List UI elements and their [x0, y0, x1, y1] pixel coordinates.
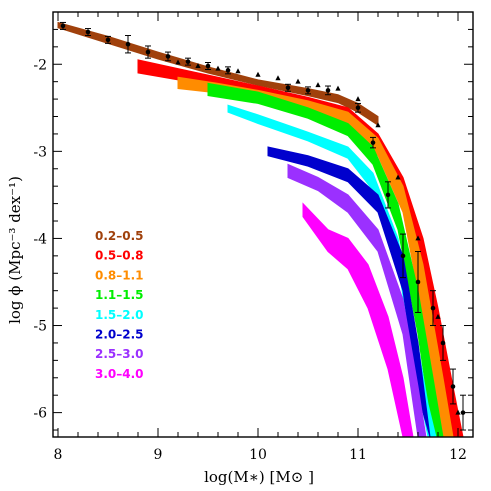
triangle-point: [435, 313, 441, 319]
x-tick-label: 11: [349, 447, 367, 463]
data-point: [145, 49, 151, 55]
data-point: [125, 41, 131, 47]
legend-item-5: 2.0–2.5: [95, 328, 144, 342]
triangle-point: [415, 235, 421, 241]
triangle-points: [175, 59, 461, 415]
triangle-point: [375, 122, 381, 128]
triangle-point: [235, 68, 241, 74]
y-tick-label: -3: [33, 144, 47, 160]
data-point: [305, 88, 311, 93]
legend-item-0: 0.2–0.5: [95, 229, 144, 243]
data-point: [440, 340, 446, 346]
y-tick-label: -4: [33, 231, 47, 247]
legend-item-7: 3.0–4.0: [95, 367, 144, 381]
x-axis-ticks: 8 9 10 11 12: [54, 12, 467, 463]
legend: 0.2–0.5 0.5–0.8 0.8–1.1 1.1–1.5 1.5–2.0 2.0–2…: [95, 229, 144, 381]
triangle-point: [395, 174, 401, 180]
triangle-point: [295, 78, 301, 84]
data-point: [185, 59, 191, 64]
data-point: [370, 140, 376, 145]
data-point: [225, 68, 231, 73]
y-tick-label: -2: [33, 57, 47, 73]
triangle-point: [315, 82, 321, 88]
series-band-5: [267, 146, 431, 438]
triangle-point: [175, 59, 181, 65]
triangle-point: [255, 71, 261, 77]
series-band-3: [207, 82, 444, 438]
data-point: [450, 384, 456, 389]
data-point: [325, 88, 331, 93]
data-point: [460, 410, 466, 415]
legend-item-6: 2.5–3.0: [95, 347, 144, 361]
triangle-point: [455, 409, 461, 415]
data-point: [385, 192, 391, 198]
triangle-point: [215, 65, 221, 71]
legend-item-2: 0.8–1.1: [95, 268, 144, 282]
triangle-point: [355, 96, 361, 102]
y-axis-title: log ϕ (Mpc⁻³ dex⁻¹): [6, 176, 24, 324]
triangle-point: [335, 85, 341, 91]
x-tick-label: 10: [249, 447, 267, 463]
plot-frame: [52, 11, 474, 438]
triangle-point: [195, 62, 201, 68]
x-tick-label: 9: [154, 447, 163, 463]
data-points: [60, 21, 466, 431]
legend-item-4: 1.5–2.0: [95, 308, 144, 322]
data-point: [60, 23, 66, 29]
legend-item-3: 1.1–1.5: [95, 288, 144, 302]
data-point: [205, 63, 211, 69]
y-tick-label: -6: [33, 406, 47, 422]
data-point: [430, 305, 436, 311]
data-point: [355, 105, 361, 111]
data-point: [400, 253, 406, 259]
triangle-point: [275, 75, 281, 81]
y-tick-label: -5: [33, 319, 47, 335]
y-axis-ticks: -2 -3 -4 -5 -6: [33, 28, 473, 431]
x-tick-label: 8: [54, 447, 63, 463]
data-point: [85, 29, 91, 35]
legend-item-1: 0.5–0.8: [95, 249, 144, 263]
data-point: [165, 54, 171, 59]
data-point: [285, 85, 291, 91]
data-point: [415, 279, 421, 285]
x-tick-label: 12: [449, 447, 467, 463]
data-point: [105, 37, 111, 43]
x-axis-title: log(M∗) [M⊙ ]: [204, 468, 314, 486]
